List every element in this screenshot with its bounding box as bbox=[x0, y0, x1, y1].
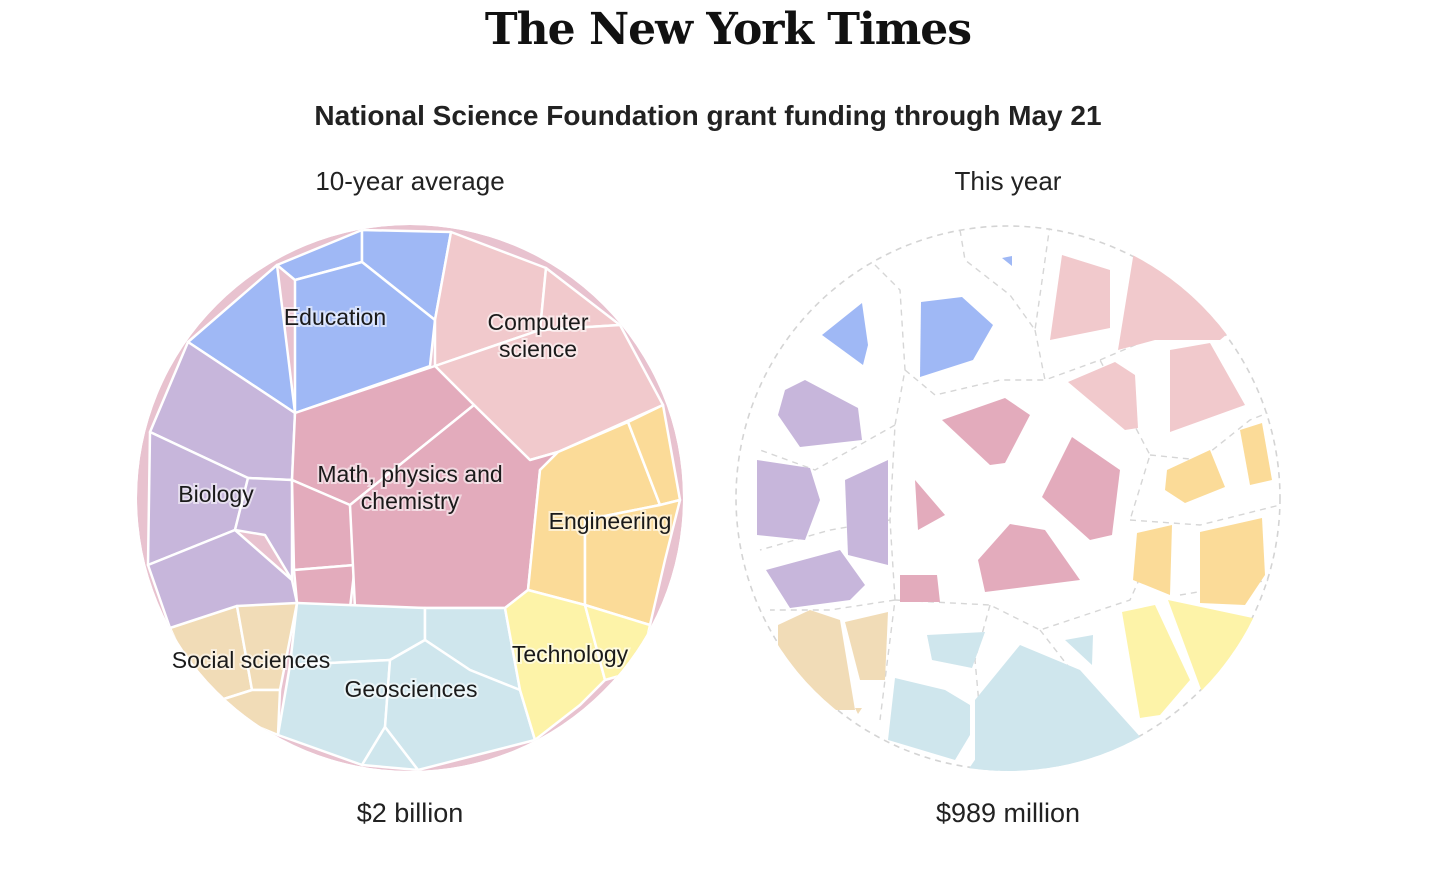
right-cell-technology bbox=[1168, 600, 1262, 700]
right-cell-boundary bbox=[974, 604, 991, 771]
right-cell-geosciences bbox=[968, 745, 1000, 771]
right-cell-social-sciences bbox=[778, 610, 855, 710]
right-cell-education bbox=[822, 303, 868, 365]
right-cell-biology bbox=[778, 380, 862, 447]
right-cell-geosciences bbox=[1065, 635, 1093, 665]
right-cell-computer-science bbox=[1050, 255, 1110, 340]
right-cell-boundary bbox=[759, 519, 891, 551]
left-cell-biology bbox=[146, 528, 299, 630]
right-cell-computer-science bbox=[1118, 245, 1238, 350]
label-math-physics-and-chemistry: Math, physics and chemistry bbox=[317, 461, 502, 514]
right-cell-engineering bbox=[1200, 518, 1265, 605]
label-social-sciences: Social sciences bbox=[172, 647, 331, 673]
right-cell-technology bbox=[1122, 605, 1190, 718]
left-cell-geosciences bbox=[360, 725, 420, 771]
right-voronoi-cells bbox=[735, 225, 1281, 771]
left-cell-technology bbox=[503, 588, 607, 742]
label-technology: Technology bbox=[512, 641, 629, 667]
panel-title-right: This year bbox=[954, 166, 1062, 196]
label-computer-science: Computer science bbox=[488, 309, 589, 362]
right-cell-boundary bbox=[1034, 329, 1151, 521]
right-cell-math-physics-and-chemistry bbox=[915, 480, 945, 530]
right-cell-geosciences bbox=[888, 678, 970, 760]
right-cell-geosciences bbox=[927, 632, 985, 668]
left-cell-social-sciences bbox=[203, 688, 282, 737]
right-cell-social-sciences bbox=[845, 612, 888, 680]
right-cell-biology bbox=[757, 460, 820, 540]
right-cell-engineering bbox=[1240, 423, 1272, 485]
right-cell-math-physics-and-chemistry bbox=[942, 398, 1030, 465]
right-cell-boundary bbox=[759, 424, 896, 471]
right-cell-engineering bbox=[1133, 525, 1172, 595]
right-cell-geosciences bbox=[975, 645, 1143, 771]
label-geosciences: Geosciences bbox=[345, 676, 478, 702]
left-cell-math-physics-and-chemistry bbox=[292, 563, 357, 610]
right-cell-social-sciences bbox=[855, 708, 862, 714]
left-cell-education bbox=[293, 260, 437, 415]
panel-total-left: $2 billion bbox=[356, 798, 464, 828]
right-cell-boundary bbox=[1149, 409, 1276, 461]
label-biology: Biology bbox=[178, 481, 254, 507]
right-cell-education bbox=[1002, 256, 1012, 266]
right-cell-computer-science bbox=[1068, 362, 1138, 430]
left-voronoi-cells bbox=[137, 225, 683, 771]
right-cell-boundary bbox=[1129, 504, 1281, 526]
left-region-labels: Education Computer science Biology Math, phy… bbox=[170, 302, 674, 704]
right-cell-computer-science bbox=[1170, 343, 1245, 432]
label-engineering: Engineering bbox=[549, 508, 672, 534]
left-cell-biology bbox=[233, 476, 294, 582]
right-cell-biology bbox=[766, 550, 865, 608]
masthead-logo: The New York Times bbox=[484, 4, 972, 55]
right-cell-math-physics-and-chemistry bbox=[1042, 437, 1120, 540]
panel-total-right: $989 million bbox=[935, 798, 1081, 828]
panel-title-left: 10-year average bbox=[315, 166, 505, 196]
chart-title: National Science Foundation grant fundin… bbox=[314, 100, 1102, 131]
right-cell-math-physics-and-chemistry bbox=[900, 575, 940, 602]
right-circle-outline bbox=[735, 225, 1281, 771]
label-education: Education bbox=[284, 304, 386, 330]
right-cell-boundary bbox=[959, 225, 1051, 332]
right-cell-biology bbox=[845, 460, 888, 565]
right-cell-education bbox=[920, 297, 993, 377]
right-cell-math-physics-and-chemistry bbox=[978, 524, 1080, 592]
right-cell-engineering bbox=[1165, 450, 1225, 503]
